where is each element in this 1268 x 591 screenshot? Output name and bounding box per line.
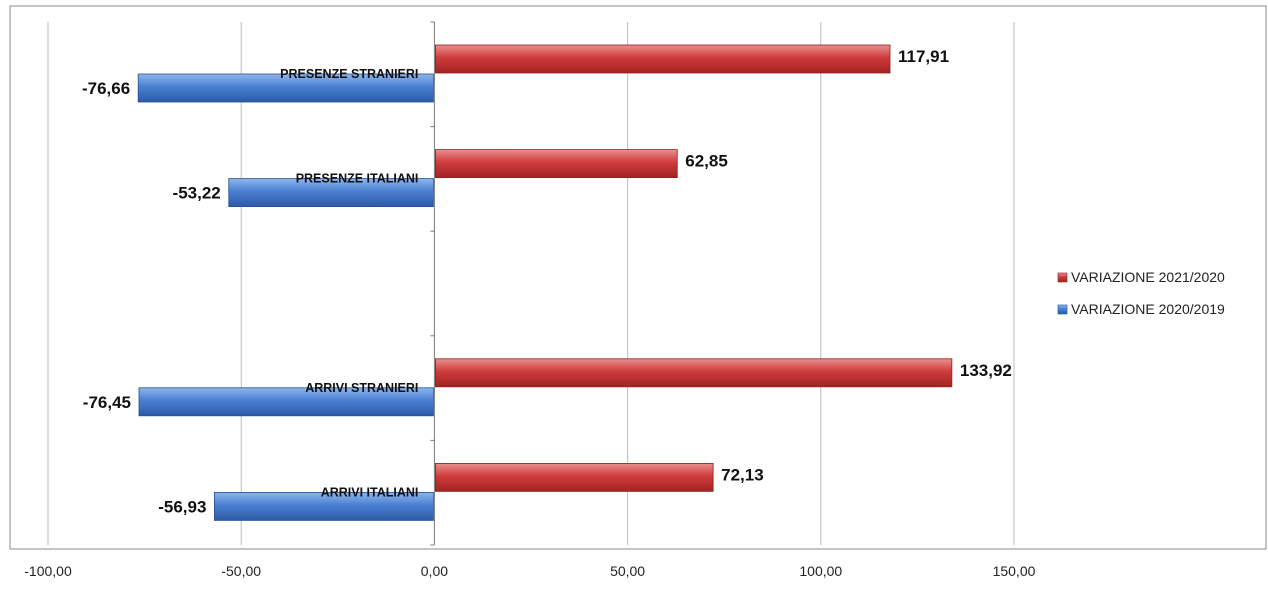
x-tick-label: 150,00 (993, 563, 1036, 579)
x-tick-label: -100,00 (24, 563, 72, 579)
data-label: -76,66 (82, 79, 130, 98)
data-label: -53,22 (173, 184, 221, 203)
category-label: ARRIVI STRANIERI (305, 381, 418, 395)
x-tick-label: 50,00 (610, 563, 645, 579)
category-label: PRESENZE ITALIANI (296, 172, 419, 186)
bar-variazione-2021-2020 (434, 462, 714, 492)
bar-variazione-2020-2019 (214, 491, 434, 521)
category-label: PRESENZE STRANIERI (280, 67, 418, 81)
bar-variazione-2020-2019 (228, 178, 434, 208)
data-label: 72,13 (721, 465, 764, 484)
x-tick-label: 100,00 (799, 563, 842, 579)
data-label: 133,92 (960, 361, 1012, 380)
data-label: -56,93 (158, 497, 206, 516)
data-label: 117,91 (898, 47, 949, 66)
bar-variazione-2021-2020 (434, 149, 678, 179)
category-label: ARRIVI ITALIANI (321, 485, 419, 499)
legend-entry: VARIAZIONE 2021/2020 (1071, 269, 1225, 285)
x-tick-label: -50,00 (221, 563, 261, 579)
bar-variazione-2021-2020 (434, 358, 953, 388)
bar-variazione-2020-2019 (137, 73, 434, 103)
data-label: -76,45 (83, 393, 131, 412)
legend-swatch (1057, 272, 1068, 283)
bar-variazione-2021-2020 (434, 44, 891, 74)
legend-swatch (1057, 304, 1068, 315)
x-tick-label: 0,00 (421, 563, 448, 579)
data-label: 62,85 (685, 152, 728, 171)
bar-variazione-2020-2019 (138, 387, 434, 417)
legend-entry: VARIAZIONE 2020/2019 (1071, 301, 1225, 317)
